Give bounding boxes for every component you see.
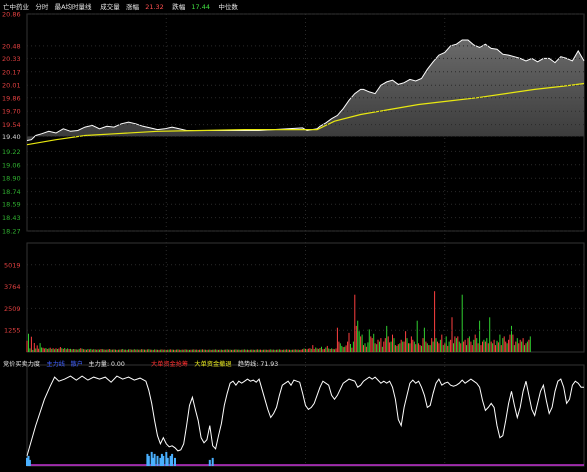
price-panel <box>26 39 585 146</box>
volume-tick-2: 2509 <box>4 305 21 313</box>
indicator-signal-bar-8 <box>156 455 159 466</box>
indicator-legend-4: 大单资金抢筹 <box>151 360 188 368</box>
price-tick-down-0: 19.22 <box>2 148 21 156</box>
price-axis: 20.86 20.48 20.33 20.17 20.01 19.86 19.70 19.54… <box>2 11 584 236</box>
indicator-signal-bar-14 <box>169 455 172 466</box>
volume-tick-0: 5019 <box>4 261 21 269</box>
indicator-legend: 竞价买卖力度 主力线 散户 主力量: 0.00 大单资金抢筹 大单资金撤退 趋势线: 71.… <box>3 360 278 368</box>
price-tick-up-3: 20.17 <box>2 68 21 76</box>
indicator-signal-bar-9 <box>159 457 162 466</box>
header-item-5: 21.32 <box>145 3 164 11</box>
indicator-legend-6: 趋势线: 71.93 <box>238 360 278 368</box>
avg-price-line <box>26 82 585 146</box>
indicator-signal-bar-18 <box>211 457 214 466</box>
header-item-7: 17.44 <box>191 3 210 11</box>
price-tick-up-5: 19.86 <box>2 94 21 102</box>
indicator-line <box>26 375 584 457</box>
indicator-legend-3: 主力量: 0.00 <box>88 360 124 368</box>
price-tick-down-5: 18.43 <box>2 214 21 222</box>
price-tick-down-2: 18.90 <box>2 175 21 183</box>
header-item-8: 中位数 <box>218 2 238 11</box>
price-tick-down-1: 19.06 <box>2 161 21 169</box>
header-item-2: 最A均时量线 <box>55 2 92 11</box>
price-tick-up-6: 19.70 <box>2 108 21 116</box>
price-tick-down-3: 18.74 <box>2 188 21 196</box>
header-item-1: 分时 <box>35 2 49 11</box>
price-tick-up-1: 20.48 <box>2 42 21 50</box>
indicator-signal-bar-6 <box>152 457 155 466</box>
price-tick-base: 19.40 <box>2 133 21 141</box>
indicator-legend-5: 大单资金撤退 <box>194 360 231 368</box>
price-tick-up-2: 20.33 <box>2 55 21 63</box>
price-line <box>26 39 585 141</box>
indicator-signal-bar-7 <box>153 453 156 466</box>
indicator-signal-bar-17 <box>208 459 211 466</box>
header-item-3: 成交量 <box>100 2 120 11</box>
volume-panel <box>26 291 531 352</box>
price-tick-up-7: 19.54 <box>2 121 21 129</box>
indicator-legend-2: 散户 <box>71 360 83 368</box>
indicator-signal-bar-13 <box>166 457 169 466</box>
indicator-signal-bar-3 <box>146 453 149 466</box>
indicator-signal-bar-5 <box>150 451 153 466</box>
indicator-signal-bar-1 <box>27 455 30 466</box>
indicator-legend-1: 主力线 <box>46 360 65 368</box>
header-item-0: 亡中药业 <box>3 2 30 11</box>
header-item-4: 涨幅 <box>126 2 140 11</box>
volume-tick-3: 1255 <box>4 327 21 335</box>
chart-header: 亡中药业 分时 最A均时量线 成交量 涨幅 21.32 跌幅 17.44 中位数 <box>3 2 238 11</box>
price-tick-down-4: 18.59 <box>2 201 21 209</box>
indicator-legend-0: 竞价买卖力度 <box>3 360 40 368</box>
price-area-fill <box>27 40 584 141</box>
indicator-signal-bar-0 <box>26 457 28 466</box>
indicator-signal-bar-15 <box>171 453 174 466</box>
indicator-panel <box>26 375 584 466</box>
price-tick-up-0: 20.86 <box>2 11 21 19</box>
price-tick-up-4: 20.01 <box>2 82 21 90</box>
indicator-signal-bar-2 <box>28 459 31 466</box>
indicator-frame <box>26 364 585 467</box>
volume-axis: 5019 3764 2509 1255 <box>4 261 584 335</box>
header-item-6: 跌幅 <box>172 2 186 11</box>
volume-tick-1: 3764 <box>4 283 21 291</box>
indicator-signal-bar-12 <box>165 451 168 466</box>
indicator-signal-bar-16 <box>174 457 176 466</box>
indicator-signal-bar-11 <box>162 455 165 466</box>
indicator-signal-bar-10 <box>160 453 163 466</box>
price-tick-down-6: 18.27 <box>2 228 21 236</box>
indicator-signal-bar-4 <box>147 455 150 466</box>
